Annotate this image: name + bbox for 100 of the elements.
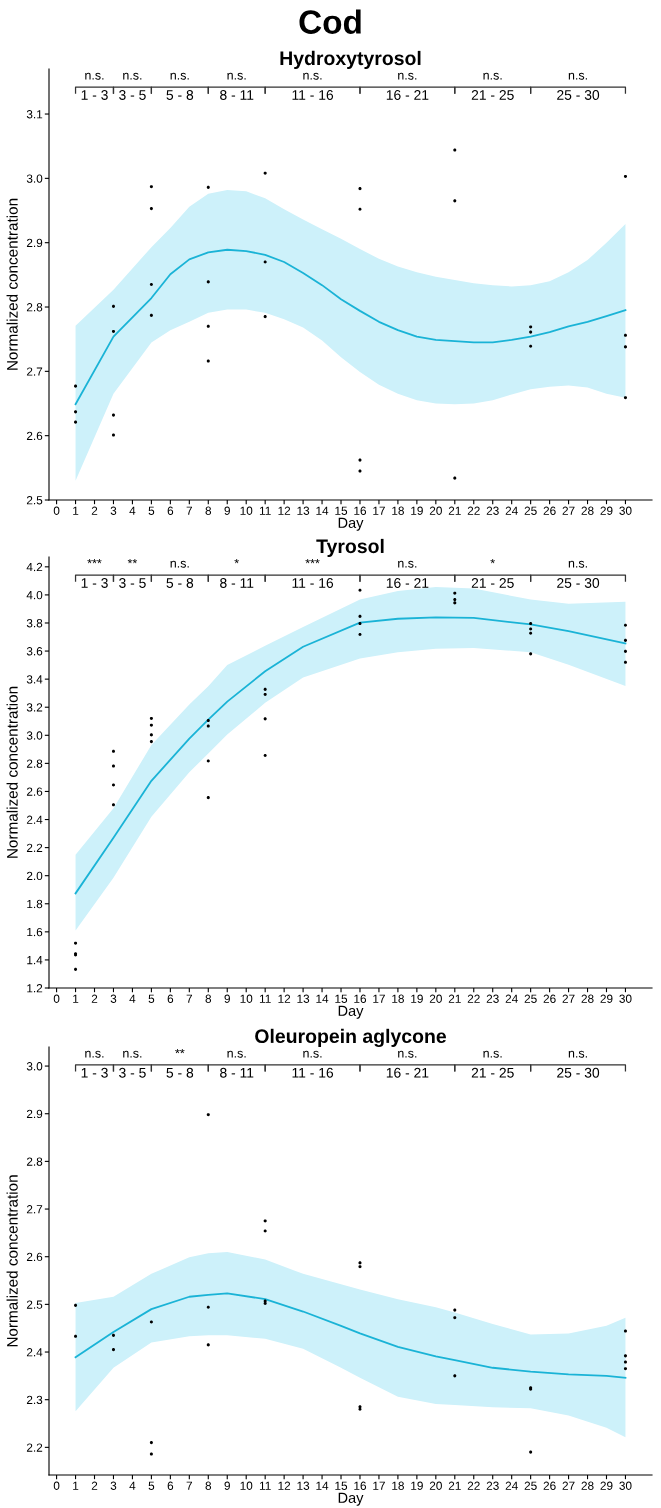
x-tick-label: 18 [392, 994, 404, 1003]
chart-title: Oleuropein aglycone [255, 1028, 447, 1047]
chart-title: Cod [299, 9, 361, 34]
annotation: n.s. [398, 72, 417, 80]
annotation: n.s. [398, 560, 417, 568]
annotation: 3 - 5 [119, 90, 146, 100]
x-tick-label: 1 [73, 994, 79, 1003]
annotation: n.s. [568, 72, 587, 80]
x-tick-label: 29 [600, 506, 613, 515]
x-tick-label: 26 [543, 994, 556, 1003]
x-tick-label: 29 [600, 1481, 613, 1490]
annotation: 5 - 8 [166, 1067, 194, 1078]
x-tick-label: 16 [354, 994, 367, 1003]
x-tick-label: 30 [619, 506, 632, 515]
x-axis-title: Day [338, 1005, 364, 1019]
y-tick-label: 2.8 [26, 303, 43, 312]
x-tick-label: 5 [148, 994, 155, 1003]
x-tick-label: 12 [278, 506, 291, 515]
x-tick-label: 10 [240, 994, 253, 1003]
x-tick-label: 21 [448, 994, 461, 1003]
y-axis-title: Normalized concentration [6, 1175, 18, 1347]
y-tick-label: 2.0 [26, 871, 43, 881]
annotation: ** [175, 1048, 185, 1054]
x-tick-label: 11 [259, 1481, 271, 1490]
y-tick-label: 3.4 [26, 675, 43, 684]
x-tick-label: 17 [373, 506, 385, 515]
x-tick-label: 23 [486, 994, 499, 1003]
y-tick-label: 4.2 [26, 562, 43, 572]
x-tick-label: 23 [486, 1481, 499, 1490]
annotation: n.s. [398, 1050, 417, 1058]
annotation: 8 - 11 [220, 578, 254, 588]
annotation: n.s. [568, 560, 587, 568]
y-tick-label: 2.7 [26, 1205, 43, 1214]
x-tick-label: 4 [129, 506, 136, 515]
annotation: 3 - 5 [119, 578, 146, 588]
annotation: n.s. [123, 72, 142, 80]
x-tick-label: 14 [316, 994, 329, 1003]
annotation: *** [87, 558, 102, 564]
x-tick-label: 2 [91, 1481, 98, 1490]
y-tick-label: 2.2 [26, 1443, 43, 1452]
x-tick-label: 22 [467, 506, 480, 515]
x-tick-label: 13 [297, 994, 310, 1003]
x-tick-label: 26 [543, 1481, 556, 1490]
y-tick-label: 1.6 [27, 927, 43, 937]
y-tick-label: 3.0 [26, 731, 43, 740]
x-tick-label: 8 [205, 506, 212, 515]
annotation: 21 - 25 [471, 90, 514, 100]
y-tick-label: 2.3 [26, 1395, 43, 1405]
y-tick-label: 2.5 [26, 1300, 43, 1309]
y-tick-label: 1.8 [27, 899, 43, 909]
y-tick-label: 3.8 [26, 619, 43, 628]
annotation: 11 - 16 [292, 90, 334, 100]
x-tick-label: 22 [467, 994, 480, 1003]
x-tick-label: 14 [316, 506, 329, 515]
x-tick-label: 17 [373, 994, 385, 1003]
x-tick-label: 14 [316, 1481, 329, 1490]
x-tick-label: 0 [53, 506, 60, 515]
x-tick-label: 24 [505, 1481, 518, 1490]
annotation: *** [305, 558, 320, 564]
x-axis-title: Day [338, 1492, 364, 1506]
y-tick-label: 4.0 [26, 590, 43, 600]
x-tick-label: 13 [297, 1481, 310, 1490]
x-tick-label: 12 [278, 994, 291, 1003]
x-tick-label: 5 [148, 1481, 155, 1490]
annotation: n.s. [123, 1050, 142, 1058]
y-tick-label: 2.6 [26, 787, 43, 796]
x-tick-label: 3 [110, 1481, 117, 1490]
annotation: ** [127, 558, 138, 564]
x-tick-label: 28 [581, 506, 594, 515]
x-tick-label: 22 [467, 1481, 480, 1490]
x-tick-label: 8 [205, 1481, 212, 1490]
annotation: 16 - 21 [386, 90, 429, 100]
annotation: 1 - 3 [81, 90, 108, 100]
x-tick-label: 1 [73, 506, 79, 515]
x-tick-label: 21 [448, 1481, 461, 1490]
annotation: n.s. [483, 1050, 502, 1058]
x-tick-label: 7 [186, 506, 193, 515]
x-tick-label: 15 [335, 1481, 348, 1490]
x-tick-label: 28 [581, 994, 594, 1003]
x-tick-label: 25 [524, 506, 537, 515]
x-tick-label: 28 [581, 1481, 594, 1490]
annotation: n.s. [303, 1050, 322, 1058]
y-tick-label: 2.5 [26, 496, 43, 505]
y-tick-label: 2.4 [26, 815, 43, 824]
x-tick-label: 21 [448, 506, 461, 515]
x-tick-label: 3 [110, 506, 117, 515]
x-tick-label: 4 [129, 994, 136, 1003]
y-tick-label: 2.8 [26, 759, 43, 768]
x-tick-label: 9 [224, 506, 230, 515]
y-tick-label: 3.1 [26, 110, 43, 119]
x-tick-label: 10 [240, 1481, 253, 1490]
annotation: n.s. [170, 560, 189, 568]
annotation: 8 - 11 [220, 90, 254, 100]
x-tick-label: 30 [619, 994, 632, 1003]
annotation: 16 - 21 [386, 1067, 429, 1078]
y-axis-title: Normalized concentration [6, 686, 18, 858]
x-tick-label: 6 [167, 1481, 174, 1490]
y-axis-title: Normalized concentration [6, 198, 18, 370]
annotation: 1 - 3 [81, 578, 108, 588]
x-tick-label: 0 [53, 1481, 60, 1490]
